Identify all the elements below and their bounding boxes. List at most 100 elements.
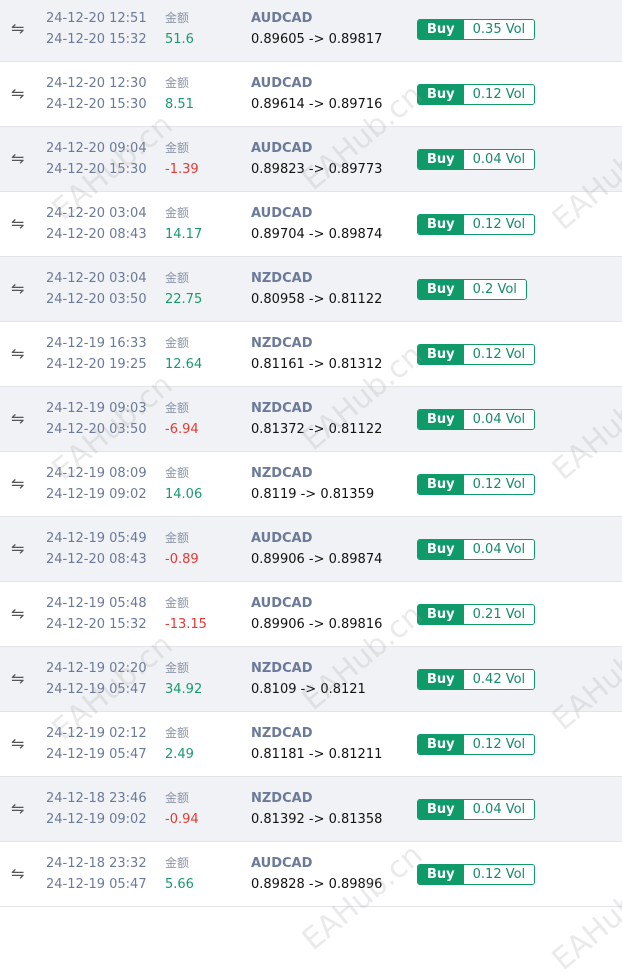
trade-row[interactable]: ⇋ 24-12-19 05:48 24-12-20 15:32 金额 -13.1… xyxy=(0,582,622,647)
side-volume-badge: Buy 0.12 Vol xyxy=(417,734,536,755)
side-label: Buy xyxy=(418,605,464,624)
price-range: 0.89906 -> 0.89874 xyxy=(251,552,383,567)
volume-label: 0.12 Vol xyxy=(463,475,535,494)
open-time: 24-12-19 02:12 xyxy=(46,726,147,741)
price-range: 0.89605 -> 0.89817 xyxy=(251,32,383,47)
side-label: Buy xyxy=(418,410,464,429)
trade-row[interactable]: ⇋ 24-12-18 23:46 24-12-19 09:02 金额 -0.94… xyxy=(0,777,622,842)
close-time: 24-12-19 05:47 xyxy=(46,747,147,762)
price-range: 0.8109 -> 0.8121 xyxy=(251,682,366,697)
volume-label: 0.12 Vol xyxy=(463,345,535,364)
profit-value: 34.92 xyxy=(165,682,203,697)
open-time: 24-12-18 23:46 xyxy=(46,791,147,806)
trade-row[interactable]: ⇋ 24-12-20 09:04 24-12-20 15:30 金额 -1.39… xyxy=(0,127,622,192)
price-range: 0.80958 -> 0.81122 xyxy=(251,292,383,307)
trade-row[interactable]: ⇋ 24-12-20 12:30 24-12-20 15:30 金额 8.51 … xyxy=(0,62,622,127)
trade-row[interactable]: ⇋ 24-12-19 02:20 24-12-19 05:47 金额 34.92… xyxy=(0,647,622,712)
volume-label: 0.21 Vol xyxy=(463,605,535,624)
trade-amount: 金额 12.64 xyxy=(165,333,202,375)
side-label: Buy xyxy=(418,280,464,299)
price-range: 0.81392 -> 0.81358 xyxy=(251,812,383,827)
side-label: Buy xyxy=(418,540,464,559)
profit-value: -0.94 xyxy=(165,812,199,827)
trade-times: 24-12-18 23:32 24-12-19 05:47 xyxy=(46,853,147,895)
amount-label: 金额 xyxy=(165,466,190,480)
amount-label: 金额 xyxy=(165,531,190,545)
price-range: 0.81181 -> 0.81211 xyxy=(251,747,383,762)
swap-arrows-icon: ⇋ xyxy=(11,214,25,233)
price-range: 0.81161 -> 0.81312 xyxy=(251,357,383,372)
trade-times: 24-12-19 09:03 24-12-20 03:50 xyxy=(46,398,147,440)
amount-label: 金额 xyxy=(165,726,190,740)
trade-times: 24-12-19 02:20 24-12-19 05:47 xyxy=(46,658,147,700)
amount-label: 金额 xyxy=(165,141,190,155)
profit-value: 12.64 xyxy=(165,357,203,372)
trade-times: 24-12-19 08:09 24-12-19 09:02 xyxy=(46,463,147,505)
open-time: 24-12-20 03:04 xyxy=(46,271,147,286)
trade-row[interactable]: ⇋ 24-12-18 23:32 24-12-19 05:47 金额 5.66 … xyxy=(0,842,622,907)
trade-amount: 金额 -6.94 xyxy=(165,398,199,440)
trade-times: 24-12-19 02:12 24-12-19 05:47 xyxy=(46,723,147,765)
trade-amount: 金额 5.66 xyxy=(165,853,194,895)
profit-value: 5.66 xyxy=(165,877,194,892)
trade-times: 24-12-20 03:04 24-12-20 03:50 xyxy=(46,268,147,310)
profit-value: 51.6 xyxy=(165,32,194,47)
trade-row[interactable]: ⇋ 24-12-19 08:09 24-12-19 09:02 金额 14.06… xyxy=(0,452,622,517)
trade-amount: 金额 2.49 xyxy=(165,723,194,765)
trade-row[interactable]: ⇋ 24-12-19 05:49 24-12-20 08:43 金额 -0.89… xyxy=(0,517,622,582)
profit-value: -13.15 xyxy=(165,617,207,632)
trade-amount: 金额 14.06 xyxy=(165,463,202,505)
trade-row[interactable]: ⇋ 24-12-20 03:04 24-12-20 03:50 金额 22.75… xyxy=(0,257,622,322)
close-time: 24-12-19 05:47 xyxy=(46,877,147,892)
volume-label: 0.04 Vol xyxy=(463,540,535,559)
side-label: Buy xyxy=(418,735,464,754)
trade-symbol: AUDCAD 0.89828 -> 0.89896 xyxy=(251,853,382,895)
open-time: 24-12-19 08:09 xyxy=(46,466,147,481)
side-volume-badge: Buy 0.12 Vol xyxy=(417,474,536,495)
side-volume-badge: Buy 0.12 Vol xyxy=(417,84,536,105)
trade-times: 24-12-19 16:33 24-12-20 19:25 xyxy=(46,333,147,375)
price-range: 0.89906 -> 0.89816 xyxy=(251,617,383,632)
trade-symbol: AUDCAD 0.89605 -> 0.89817 xyxy=(251,8,382,50)
trade-amount: 金额 -0.94 xyxy=(165,788,199,830)
volume-label: 0.12 Vol xyxy=(463,85,535,104)
profit-value: 8.51 xyxy=(165,97,194,112)
trade-history-list: ⇋ 24-12-20 12:51 24-12-20 15:32 金额 51.6 … xyxy=(0,0,622,907)
swap-arrows-icon: ⇋ xyxy=(11,84,25,103)
trade-amount: 金额 -1.39 xyxy=(165,138,199,180)
close-time: 24-12-20 19:25 xyxy=(46,357,147,372)
trade-row[interactable]: ⇋ 24-12-19 02:12 24-12-19 05:47 金额 2.49 … xyxy=(0,712,622,777)
trade-times: 24-12-19 05:48 24-12-20 15:32 xyxy=(46,593,147,635)
trade-row[interactable]: ⇋ 24-12-19 16:33 24-12-20 19:25 金额 12.64… xyxy=(0,322,622,387)
profit-value: 14.06 xyxy=(165,487,203,502)
trade-row[interactable]: ⇋ 24-12-20 03:04 24-12-20 08:43 金额 14.17… xyxy=(0,192,622,257)
trade-symbol: AUDCAD 0.89704 -> 0.89874 xyxy=(251,203,382,245)
volume-label: 0.42 Vol xyxy=(463,670,535,689)
swap-arrows-icon: ⇋ xyxy=(11,149,25,168)
profit-value: 22.75 xyxy=(165,292,203,307)
open-time: 24-12-20 12:51 xyxy=(46,11,147,26)
open-time: 24-12-19 16:33 xyxy=(46,336,147,351)
swap-arrows-icon: ⇋ xyxy=(11,409,25,428)
trade-symbol: NZDCAD 0.81181 -> 0.81211 xyxy=(251,723,382,765)
side-label: Buy xyxy=(418,670,464,689)
trade-times: 24-12-20 03:04 24-12-20 08:43 xyxy=(46,203,147,245)
volume-label: 0.2 Vol xyxy=(463,280,526,299)
swap-arrows-icon: ⇋ xyxy=(11,19,25,38)
swap-arrows-icon: ⇋ xyxy=(11,799,25,818)
symbol-name: AUDCAD xyxy=(251,206,313,221)
side-label: Buy xyxy=(418,865,464,884)
close-time: 24-12-19 09:02 xyxy=(46,812,147,827)
trade-times: 24-12-20 12:51 24-12-20 15:32 xyxy=(46,8,147,50)
price-range: 0.81372 -> 0.81122 xyxy=(251,422,383,437)
trade-symbol: NZDCAD 0.8109 -> 0.8121 xyxy=(251,658,366,700)
trade-times: 24-12-20 09:04 24-12-20 15:30 xyxy=(46,138,147,180)
amount-label: 金额 xyxy=(165,271,190,285)
trade-row[interactable]: ⇋ 24-12-20 12:51 24-12-20 15:32 金额 51.6 … xyxy=(0,0,622,62)
trade-row[interactable]: ⇋ 24-12-19 09:03 24-12-20 03:50 金额 -6.94… xyxy=(0,387,622,452)
close-time: 24-12-20 03:50 xyxy=(46,422,147,437)
volume-label: 0.12 Vol xyxy=(463,735,535,754)
side-volume-badge: Buy 0.04 Vol xyxy=(417,149,536,170)
trade-symbol: AUDCAD 0.89823 -> 0.89773 xyxy=(251,138,382,180)
volume-label: 0.04 Vol xyxy=(463,410,535,429)
